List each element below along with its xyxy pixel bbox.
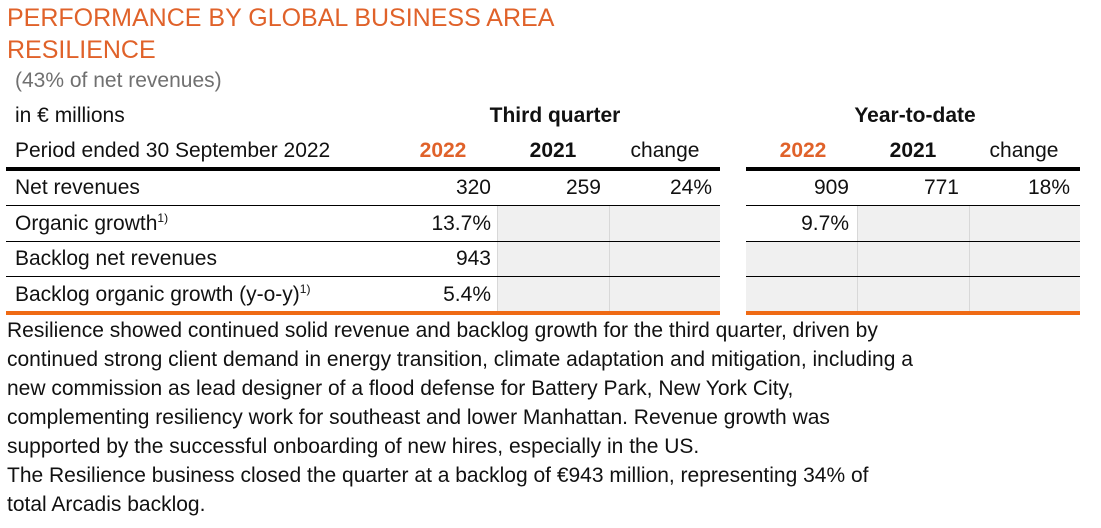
col-header-ytd-2022: 2022: [779, 139, 827, 162]
footnote-marker: 1): [299, 282, 311, 296]
col-header-q3-2021: 2021: [529, 139, 577, 162]
row-rule: [746, 276, 1080, 277]
units-label: in € millions: [15, 104, 125, 127]
cell-ytd-2021-net-revenues: 771: [923, 176, 959, 199]
group-header-year-to-date: Year-to-date: [854, 104, 976, 127]
header-rule-left: [6, 167, 720, 171]
cell-ytd-2022-organic-growth: 9.7%: [801, 212, 849, 235]
cell-ytd-change-net-revenues: 18%: [1027, 176, 1070, 199]
cell-q3-2022-net-revenues: 320: [455, 176, 491, 199]
row-rule: [6, 276, 720, 277]
row-rule: [6, 241, 720, 242]
row-label-backlog-organic-growth: Backlog organic growth (y-o-y)1): [15, 282, 311, 306]
row-label-net-revenues: Net revenues: [15, 176, 140, 199]
table-bottom-rule-left: [6, 311, 720, 315]
commentary-line: supported by the successful onboarding o…: [7, 435, 700, 458]
table-bottom-rule-right: [746, 311, 1080, 315]
commentary-line: continued strong client demand in energy…: [7, 348, 913, 371]
row-rule: [746, 205, 1080, 206]
header-rule-right: [746, 167, 1080, 171]
column-separator: [969, 206, 970, 312]
row-label-organic-growth: Organic growth1): [15, 211, 169, 235]
col-header-ytd-change: change: [989, 139, 1059, 162]
column-separator: [609, 206, 610, 312]
revenue-share-subtitle: (43% of net revenues): [15, 69, 222, 92]
col-header-ytd-2021: 2021: [889, 139, 937, 162]
commentary-line: The Resilience business closed the quart…: [7, 464, 869, 487]
commentary-line: new commission as lead designer of a flo…: [7, 377, 794, 400]
col-header-q3-2022: 2022: [419, 139, 467, 162]
period-label: Period ended 30 September 2022: [15, 139, 331, 162]
commentary-line: Resilience showed continued solid revenu…: [7, 319, 878, 342]
commentary-text: Resilience showed continued solid revenu…: [7, 316, 1101, 519]
cell-ytd-2022-net-revenues: 909: [813, 176, 849, 199]
cell-q3-change-net-revenues: 24%: [669, 176, 712, 199]
col-header-q3-change: change: [630, 139, 700, 162]
row-rule: [6, 205, 720, 206]
column-separator: [497, 206, 498, 312]
commentary-line: total Arcadis backlog.: [7, 493, 206, 516]
cell-q3-2022-organic-growth: 13.7%: [431, 212, 491, 235]
commentary-line: complementing resiliency work for southe…: [7, 406, 830, 429]
section-title: PERFORMANCE BY GLOBAL BUSINESS AREA: [7, 4, 555, 32]
row-rule: [746, 241, 1080, 242]
group-header-third-quarter: Third quarter: [489, 104, 621, 127]
business-area-title: RESILIENCE: [7, 36, 156, 64]
column-separator: [857, 206, 858, 312]
cell-q3-2022-backlog-organic-growth: 5.4%: [443, 283, 491, 306]
cell-q3-2022-backlog-net-revenues: 943: [455, 247, 491, 270]
row-label-backlog-net-revenues: Backlog net revenues: [15, 247, 217, 270]
cell-q3-2021-net-revenues: 259: [565, 176, 601, 199]
footnote-marker: 1): [157, 211, 169, 225]
